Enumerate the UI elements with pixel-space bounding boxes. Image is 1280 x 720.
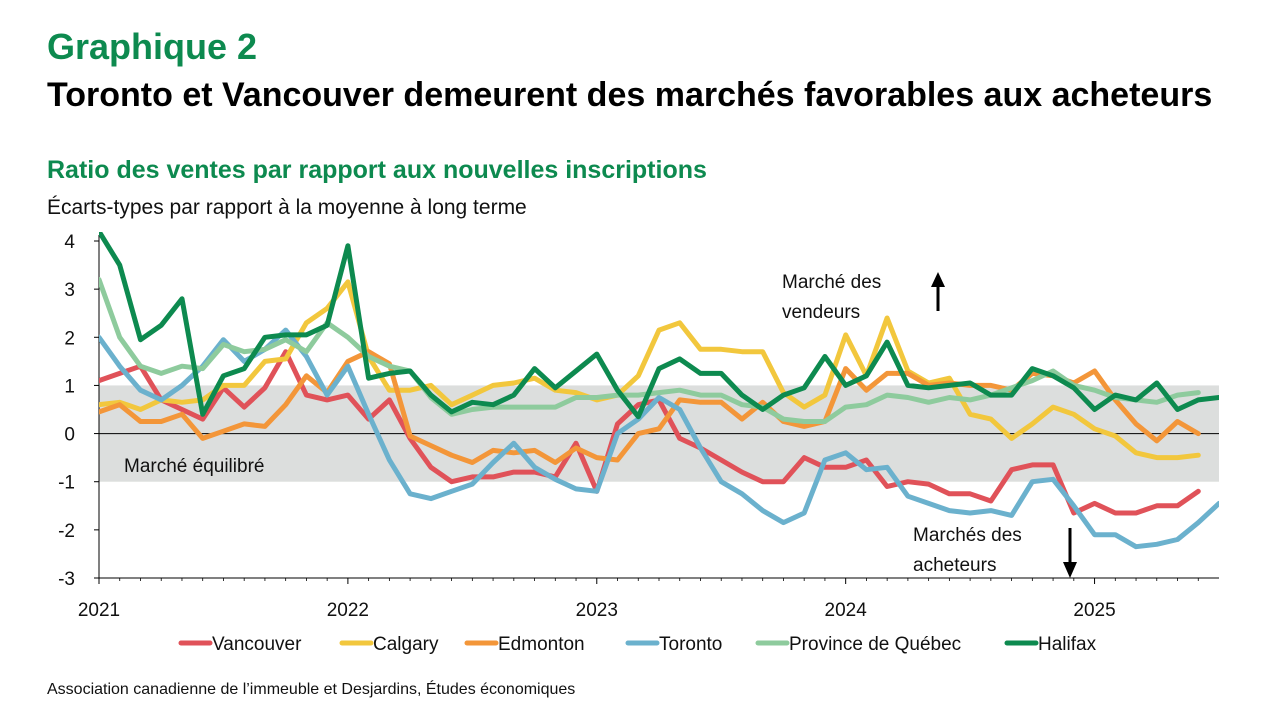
series-line-calgary — [99, 279, 1201, 461]
y-tick-label: -2 — [58, 521, 75, 542]
legend-label: Toronto — [659, 634, 722, 655]
x-tick-label: 2021 — [78, 600, 120, 621]
legend-label: Halifax — [1038, 634, 1097, 655]
legend-label: Province de Québec — [789, 634, 961, 655]
legend-label: Vancouver — [212, 634, 302, 655]
chart-unit-label: Écarts-types par rapport à la moyenne à … — [47, 196, 527, 219]
x-tick-label: 2025 — [1073, 600, 1115, 621]
up-arrow-head-icon — [931, 272, 945, 287]
y-tick-label: -3 — [58, 569, 75, 590]
legend-label: Edmonton — [498, 634, 585, 655]
series-line-halifax — [99, 232, 1219, 420]
chart-label: Graphique 2 — [47, 26, 258, 67]
sellers-market-label: vendeurs — [782, 302, 860, 323]
buyers-market-label: acheteurs — [913, 555, 996, 576]
y-tick-label: -1 — [58, 473, 75, 494]
balanced-market-label: Marché équilibré — [124, 456, 264, 477]
legend-label: Calgary — [373, 634, 439, 655]
sellers-market-label: Marché des — [782, 272, 881, 293]
down-arrow-head-icon — [1063, 562, 1077, 578]
y-tick-label: 1 — [64, 376, 75, 397]
x-tick-label: 2024 — [825, 600, 868, 621]
source-note: Association canadienne de l’immeuble et … — [47, 681, 576, 698]
chart-title: Toronto et Vancouver demeurent des march… — [47, 76, 1213, 114]
y-tick-label: 4 — [64, 232, 75, 253]
y-tick-label: 0 — [64, 425, 75, 446]
y-tick-label: 3 — [64, 280, 75, 301]
series-line-toronto — [99, 327, 1219, 550]
x-tick-label: 2023 — [576, 600, 618, 621]
buyers-market-label: Marchés des — [913, 525, 1022, 546]
chart-subtitle: Ratio des ventes par rapport aux nouvell… — [47, 156, 707, 184]
x-tick-label: 2022 — [327, 600, 369, 621]
y-tick-label: 2 — [64, 328, 75, 349]
